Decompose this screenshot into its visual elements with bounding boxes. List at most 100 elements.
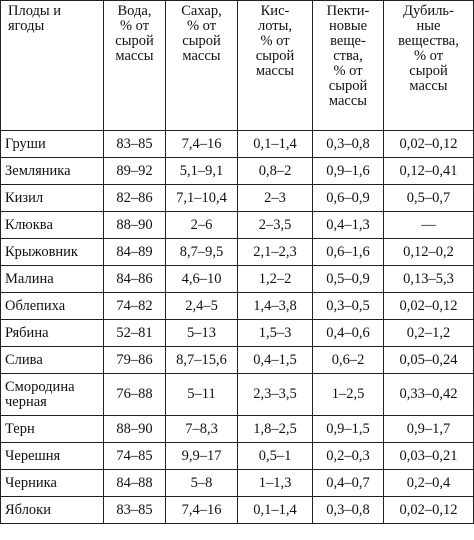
table-row: Крыжовник 84–89 8,7–9,5 2,1–2,3 0,6–1,6 … [0, 238, 474, 266]
header-sugar: Сахар,% от сырой массы [165, 0, 238, 131]
header-pectins: Пекти-новые веще-ства,% от сырой массы [312, 0, 384, 131]
pectins-cell: 0,3–0,5 [312, 292, 384, 320]
tannins-cell: 0,12–0,2 [383, 238, 474, 266]
water-cell: 88–90 [103, 211, 166, 239]
tannins-cell: 0,5–0,7 [383, 184, 474, 212]
row-name-cell: Смородина черная [0, 373, 104, 416]
water-cell: 84–88 [103, 469, 166, 497]
table-row: Малина 84–86 4,6–10 1,2–2 0,5–0,9 0,13–5… [0, 265, 474, 293]
sugar-cell: 9,9–17 [165, 442, 238, 470]
pectins-cell: 0,4–0,6 [312, 319, 384, 347]
header-tannins: Дубиль-ные вещества,% от сырой массы [383, 0, 474, 131]
row-name-cell: Крыжовник [0, 238, 104, 266]
sugar-cell: 2–6 [165, 211, 238, 239]
row-name-cell: Груши [0, 130, 104, 158]
pectins-cell: 0,9–1,5 [312, 415, 384, 443]
pectins-cell: 0,6–0,9 [312, 184, 384, 212]
pectins-cell: 0,5–0,9 [312, 265, 384, 293]
sugar-cell: 8,7–15,6 [165, 346, 238, 374]
acids-cell: 2–3 [237, 184, 313, 212]
table-row: Черешня 74–85 9,9–17 0,5–1 0,2–0,3 0,03–… [0, 442, 474, 470]
acids-cell: 0,4–1,5 [237, 346, 313, 374]
table-row: Рябина 52–81 5–13 1,5–3 0,4–0,6 0,2–1,2 [0, 319, 474, 347]
water-cell: 82–86 [103, 184, 166, 212]
water-cell: 74–82 [103, 292, 166, 320]
acids-cell: 1,5–3 [237, 319, 313, 347]
row-name-cell: Черника [0, 469, 104, 497]
acids-cell: 2,3–3,5 [237, 373, 313, 416]
pectins-cell: 0,3–0,8 [312, 496, 384, 524]
table-row: Земляника 89–92 5,1–9,1 0,8–2 0,9–1,6 0,… [0, 157, 474, 185]
acids-cell: 1,4–3,8 [237, 292, 313, 320]
row-name-cell: Клюква [0, 211, 104, 239]
tannins-cell: 0,2–1,2 [383, 319, 474, 347]
acids-cell: 1–1,3 [237, 469, 313, 497]
sugar-cell: 7,1–10,4 [165, 184, 238, 212]
tannins-cell: 0,03–0,21 [383, 442, 474, 470]
water-cell: 83–85 [103, 496, 166, 524]
header-fruits: Плоды и ягоды [0, 0, 104, 131]
table-row: Терн 88–90 7–8,3 1,8–2,5 0,9–1,5 0,9–1,7 [0, 415, 474, 443]
row-name-cell: Терн [0, 415, 104, 443]
row-name-cell: Слива [0, 346, 104, 374]
tannins-cell: 0,02–0,12 [383, 496, 474, 524]
tannins-cell: 0,2–0,4 [383, 469, 474, 497]
row-name-cell: Малина [0, 265, 104, 293]
pectins-cell: 1–2,5 [312, 373, 384, 416]
sugar-cell: 2,4–5 [165, 292, 238, 320]
table-row: Кизил 82–86 7,1–10,4 2–3 0,6–0,9 0,5–0,7 [0, 184, 474, 212]
acids-cell: 1,2–2 [237, 265, 313, 293]
row-name-cell: Кизил [0, 184, 104, 212]
pectins-cell: 0,4–0,7 [312, 469, 384, 497]
acids-cell: 0,8–2 [237, 157, 313, 185]
table-row: Клюква 88–90 2–6 2–3,5 0,4–1,3 — [0, 211, 474, 239]
row-name-cell: Черешня [0, 442, 104, 470]
row-name-cell: Облепиха [0, 292, 104, 320]
sugar-cell: 4,6–10 [165, 265, 238, 293]
table-row: Облепиха 74–82 2,4–5 1,4–3,8 0,3–0,5 0,0… [0, 292, 474, 320]
sugar-cell: 5–8 [165, 469, 238, 497]
tannins-cell: 0,9–1,7 [383, 415, 474, 443]
row-name-cell: Земляника [0, 157, 104, 185]
tannins-cell: 0,05–0,24 [383, 346, 474, 374]
table-row: Черника 84–88 5–8 1–1,3 0,4–0,7 0,2–0,4 [0, 469, 474, 497]
pectins-cell: 0,6–1,6 [312, 238, 384, 266]
water-cell: 52–81 [103, 319, 166, 347]
tannins-cell: 0,13–5,3 [383, 265, 474, 293]
water-cell: 79–86 [103, 346, 166, 374]
sugar-cell: 7,4–16 [165, 130, 238, 158]
acids-cell: 2–3,5 [237, 211, 313, 239]
row-name-cell: Рябина [0, 319, 104, 347]
sugar-cell: 8,7–9,5 [165, 238, 238, 266]
tannins-cell: 0,02–0,12 [383, 130, 474, 158]
pectins-cell: 0,9–1,6 [312, 157, 384, 185]
sugar-cell: 7,4–16 [165, 496, 238, 524]
tannins-cell: 0,02–0,12 [383, 292, 474, 320]
tannins-cell: 0,33–0,42 [383, 373, 474, 416]
sugar-cell: 7–8,3 [165, 415, 238, 443]
water-cell: 89–92 [103, 157, 166, 185]
acids-cell: 1,8–2,5 [237, 415, 313, 443]
water-cell: 88–90 [103, 415, 166, 443]
pectins-cell: 0,3–0,8 [312, 130, 384, 158]
tannins-cell: 0,12–0,41 [383, 157, 474, 185]
pectins-cell: 0,2–0,3 [312, 442, 384, 470]
acids-cell: 0,5–1 [237, 442, 313, 470]
header-water: Вода,% от сырой массы [103, 0, 166, 131]
water-cell: 76–88 [103, 373, 166, 416]
sugar-cell: 5,1–9,1 [165, 157, 238, 185]
row-name-cell: Яблоки [0, 496, 104, 524]
tannins-cell: — [383, 211, 474, 239]
acids-cell: 0,1–1,4 [237, 496, 313, 524]
sugar-cell: 5–13 [165, 319, 238, 347]
header-acids: Кис-лоты,% от сырой массы [237, 0, 313, 131]
pectins-cell: 0,4–1,3 [312, 211, 384, 239]
composition-table: Плоды и ягоды Вода,% от сырой массы Сахар,%… [0, 0, 474, 524]
water-cell: 74–85 [103, 442, 166, 470]
acids-cell: 2,1–2,3 [237, 238, 313, 266]
water-cell: 83–85 [103, 130, 166, 158]
header-row: Плоды и ягоды Вода,% от сырой массы Сахар,%… [0, 0, 474, 131]
sugar-cell: 5–11 [165, 373, 238, 416]
table-row: Яблоки 83–85 7,4–16 0,1–1,4 0,3–0,8 0,02… [0, 496, 474, 524]
table-row: Слива 79–86 8,7–15,6 0,4–1,5 0,6–2 0,05–… [0, 346, 474, 374]
